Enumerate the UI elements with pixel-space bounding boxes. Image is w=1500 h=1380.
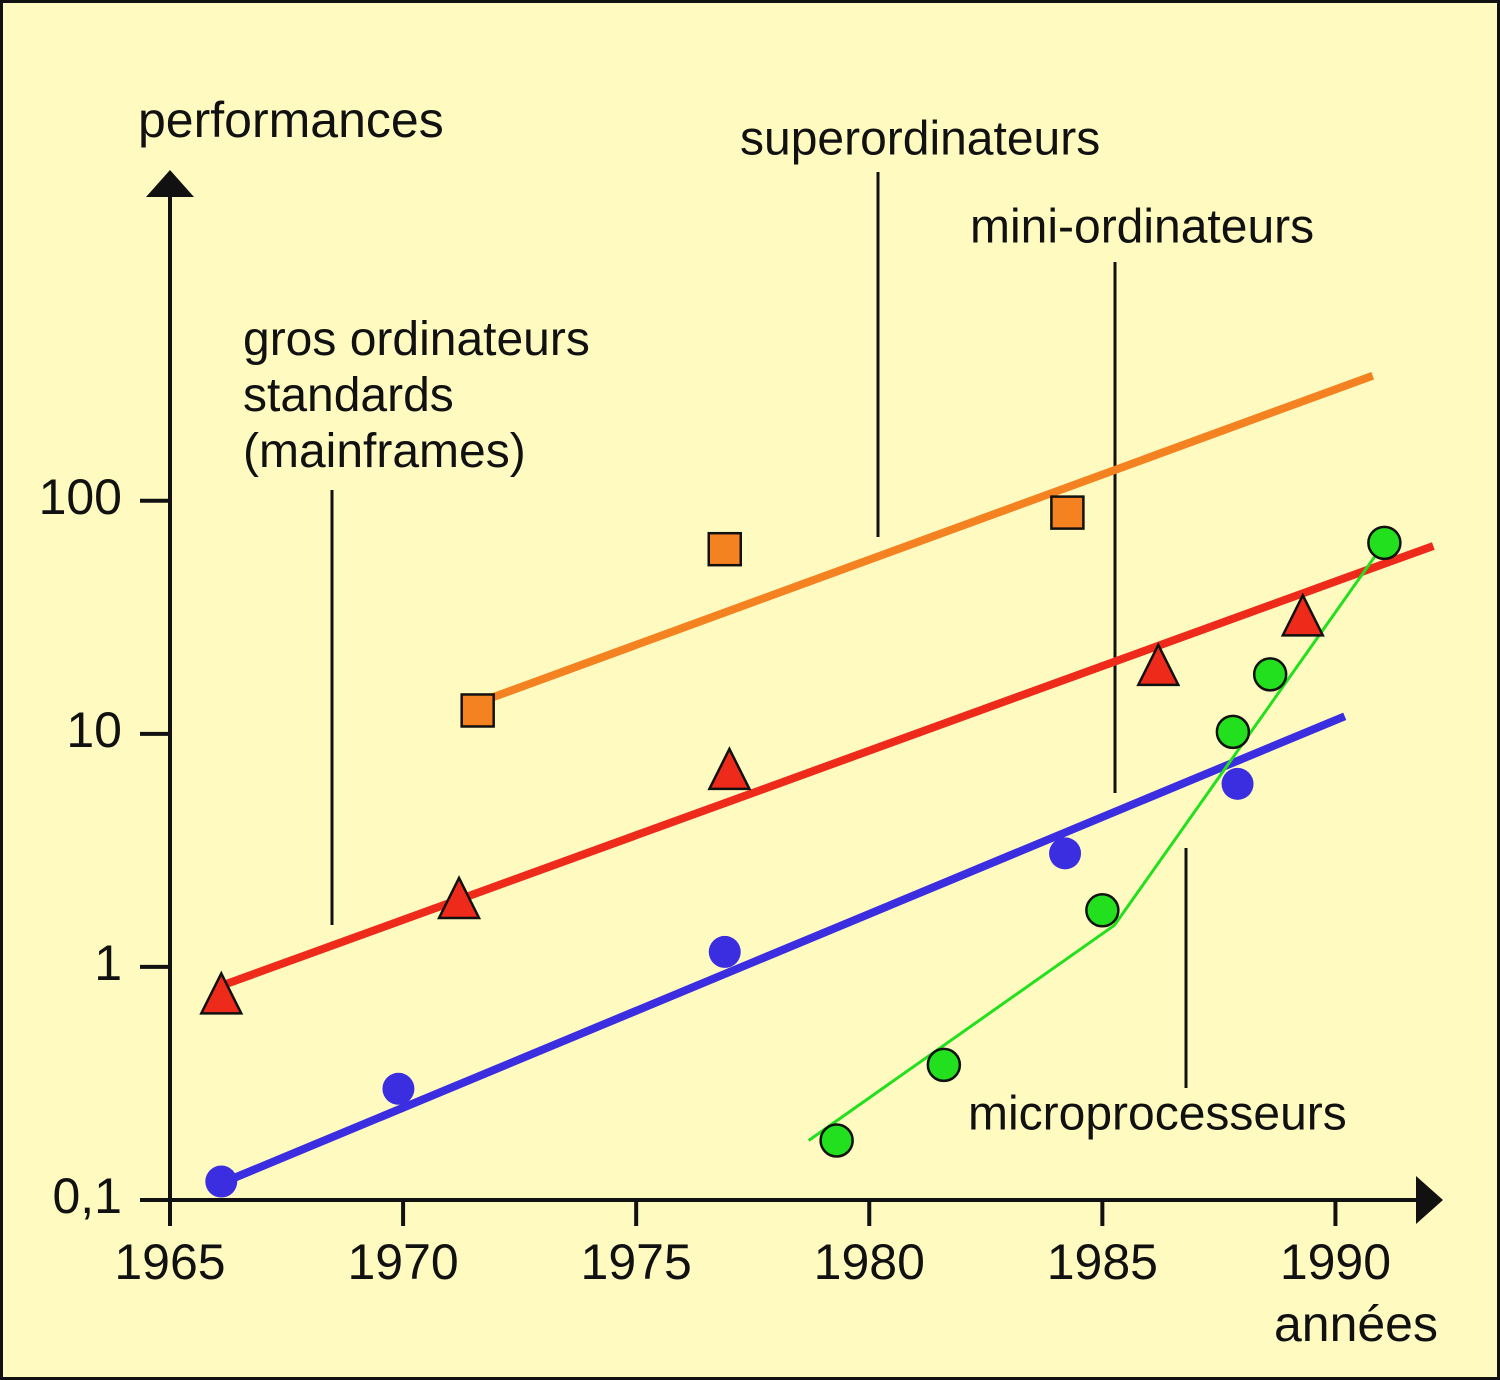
series-label: superordinateurs xyxy=(740,113,1100,166)
trend-line xyxy=(219,712,1347,1187)
x-tick-label: 1970 xyxy=(347,1234,458,1290)
dot-marker xyxy=(1049,837,1082,870)
y-tick-label: 100 xyxy=(39,469,122,525)
x-tick-label: 1985 xyxy=(1047,1234,1158,1290)
triangle-marker xyxy=(437,875,482,920)
y-axis-arrow xyxy=(146,170,194,197)
series-label: mini-ordinateurs xyxy=(970,201,1314,254)
trend-line xyxy=(219,542,1435,990)
circle-marker xyxy=(1085,893,1120,928)
circle-marker xyxy=(1367,525,1402,561)
x-axis-arrow xyxy=(1416,1176,1443,1224)
trend-line xyxy=(490,371,1375,702)
dot-marker xyxy=(1221,767,1254,800)
dot-marker xyxy=(708,935,741,968)
dot-marker xyxy=(205,1165,238,1198)
x-axis-label: années xyxy=(1274,1296,1438,1352)
triangle-marker xyxy=(199,970,244,1015)
x-tick-label: 1975 xyxy=(581,1234,692,1290)
x-tick-label: 1980 xyxy=(814,1234,925,1290)
square-marker xyxy=(1050,495,1085,530)
square-marker xyxy=(707,531,742,567)
circle-marker xyxy=(1252,657,1288,692)
circle-marker xyxy=(819,1123,854,1158)
y-tick-label: 10 xyxy=(66,702,122,758)
series-label: gros ordinateurs standards (mainframes) xyxy=(243,313,590,478)
x-tick-label: 1990 xyxy=(1280,1234,1391,1290)
triangle-marker xyxy=(707,746,752,791)
y-tick-label: 0,1 xyxy=(52,1168,122,1224)
series-label-box: gros ordinateurs standards (mainframes) xyxy=(243,313,590,478)
triangle-marker xyxy=(1136,642,1181,687)
x-tick-label: 1965 xyxy=(114,1234,225,1290)
dot-marker xyxy=(382,1072,415,1105)
trend-line xyxy=(807,555,1376,1142)
y-axis-label: performances xyxy=(138,92,444,148)
circle-marker xyxy=(1215,714,1251,750)
triangle-marker xyxy=(1280,592,1325,637)
y-tick-label: 1 xyxy=(94,935,122,991)
circle-marker xyxy=(926,1047,962,1083)
series-label: microprocesseurs xyxy=(968,1088,1347,1141)
square-marker xyxy=(460,693,495,728)
